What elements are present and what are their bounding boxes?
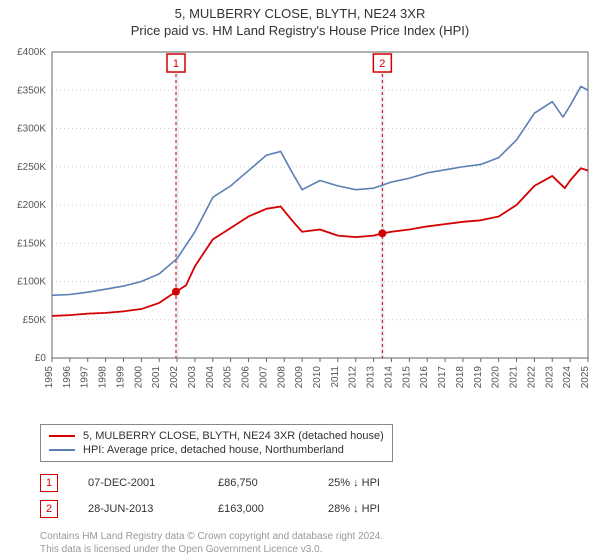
container: 5, MULBERRY CLOSE, BLYTH, NE24 3XR Price… bbox=[0, 0, 600, 556]
svg-text:2009: 2009 bbox=[294, 366, 305, 389]
svg-text:2022: 2022 bbox=[526, 366, 537, 389]
svg-text:2024: 2024 bbox=[562, 366, 573, 389]
svg-text:2014: 2014 bbox=[383, 366, 394, 389]
svg-text:2025: 2025 bbox=[580, 366, 591, 389]
svg-text:£300K: £300K bbox=[17, 124, 46, 135]
svg-text:2004: 2004 bbox=[205, 366, 216, 389]
sale-idx-2: 2 bbox=[40, 500, 58, 518]
svg-text:1997: 1997 bbox=[80, 366, 91, 389]
svg-text:2020: 2020 bbox=[491, 366, 502, 389]
legend-label-property: 5, MULBERRY CLOSE, BLYTH, NE24 3XR (deta… bbox=[83, 430, 384, 442]
svg-text:1998: 1998 bbox=[98, 366, 109, 389]
svg-text:1995: 1995 bbox=[44, 366, 55, 389]
svg-text:2011: 2011 bbox=[330, 366, 341, 388]
svg-text:2021: 2021 bbox=[509, 366, 520, 389]
svg-text:2001: 2001 bbox=[151, 366, 162, 389]
svg-text:£400K: £400K bbox=[17, 47, 46, 58]
svg-text:2003: 2003 bbox=[187, 366, 198, 389]
chart: £0 £50K £100K £150K £200K £250K £300K £350K £400… bbox=[0, 38, 600, 418]
svg-text:£200K: £200K bbox=[17, 200, 46, 211]
svg-text:2010: 2010 bbox=[312, 366, 323, 389]
svg-text:2000: 2000 bbox=[133, 366, 144, 389]
sales-table: 1 07-DEC-2001 £86,750 25% ↓ HPI 2 28-JUN… bbox=[40, 470, 600, 522]
chart-svg: £0 £50K £100K £150K £200K £250K £300K £350K £400… bbox=[0, 38, 600, 418]
svg-text:2015: 2015 bbox=[401, 366, 412, 389]
svg-text:£250K: £250K bbox=[17, 162, 46, 173]
sales-row-2: 2 28-JUN-2013 £163,000 28% ↓ HPI bbox=[40, 496, 600, 522]
svg-text:2013: 2013 bbox=[366, 366, 377, 389]
sale-date-1: 07-DEC-2001 bbox=[88, 477, 188, 489]
sales-row-1: 1 07-DEC-2001 £86,750 25% ↓ HPI bbox=[40, 470, 600, 496]
footer-line2: This data is licensed under the Open Gov… bbox=[40, 543, 600, 556]
svg-text:£150K: £150K bbox=[17, 238, 46, 249]
legend-label-hpi: HPI: Average price, detached house, Nort… bbox=[83, 444, 344, 456]
svg-text:2012: 2012 bbox=[348, 366, 359, 389]
svg-text:2023: 2023 bbox=[544, 366, 555, 389]
footer: Contains HM Land Registry data © Crown c… bbox=[40, 530, 600, 556]
svg-text:2017: 2017 bbox=[437, 366, 448, 389]
title-address: 5, MULBERRY CLOSE, BLYTH, NE24 3XR bbox=[0, 6, 600, 21]
legend-swatch-property bbox=[49, 435, 75, 437]
sale-price-1: £86,750 bbox=[218, 477, 298, 489]
svg-text:£350K: £350K bbox=[17, 85, 46, 96]
sale-pct-1: 25% ↓ HPI bbox=[328, 477, 418, 489]
legend-row-hpi: HPI: Average price, detached house, Nort… bbox=[49, 443, 384, 457]
svg-text:2008: 2008 bbox=[276, 366, 287, 389]
sale-date-2: 28-JUN-2013 bbox=[88, 503, 188, 515]
svg-text:2002: 2002 bbox=[169, 366, 180, 389]
svg-text:2018: 2018 bbox=[455, 366, 466, 389]
legend-swatch-hpi bbox=[49, 449, 75, 451]
svg-text:£0: £0 bbox=[35, 353, 47, 364]
sale-price-2: £163,000 bbox=[218, 503, 298, 515]
svg-text:1: 1 bbox=[173, 58, 179, 70]
svg-text:2005: 2005 bbox=[223, 366, 234, 389]
legend-row-property: 5, MULBERRY CLOSE, BLYTH, NE24 3XR (deta… bbox=[49, 429, 384, 443]
svg-text:2: 2 bbox=[379, 58, 385, 70]
svg-text:1999: 1999 bbox=[115, 366, 126, 389]
svg-text:1996: 1996 bbox=[62, 366, 73, 389]
title-subtitle: Price paid vs. HM Land Registry's House … bbox=[0, 23, 600, 38]
footer-line1: Contains HM Land Registry data © Crown c… bbox=[40, 530, 600, 543]
sale-idx-1: 1 bbox=[40, 474, 58, 492]
svg-text:2019: 2019 bbox=[473, 366, 484, 389]
svg-text:£100K: £100K bbox=[17, 277, 46, 288]
svg-text:2016: 2016 bbox=[419, 366, 430, 389]
svg-text:2007: 2007 bbox=[258, 366, 269, 389]
svg-text:£50K: £50K bbox=[23, 315, 47, 326]
svg-text:2006: 2006 bbox=[241, 366, 252, 389]
titles: 5, MULBERRY CLOSE, BLYTH, NE24 3XR Price… bbox=[0, 0, 600, 38]
legend-box: 5, MULBERRY CLOSE, BLYTH, NE24 3XR (deta… bbox=[40, 424, 393, 462]
sale-pct-2: 28% ↓ HPI bbox=[328, 503, 418, 515]
